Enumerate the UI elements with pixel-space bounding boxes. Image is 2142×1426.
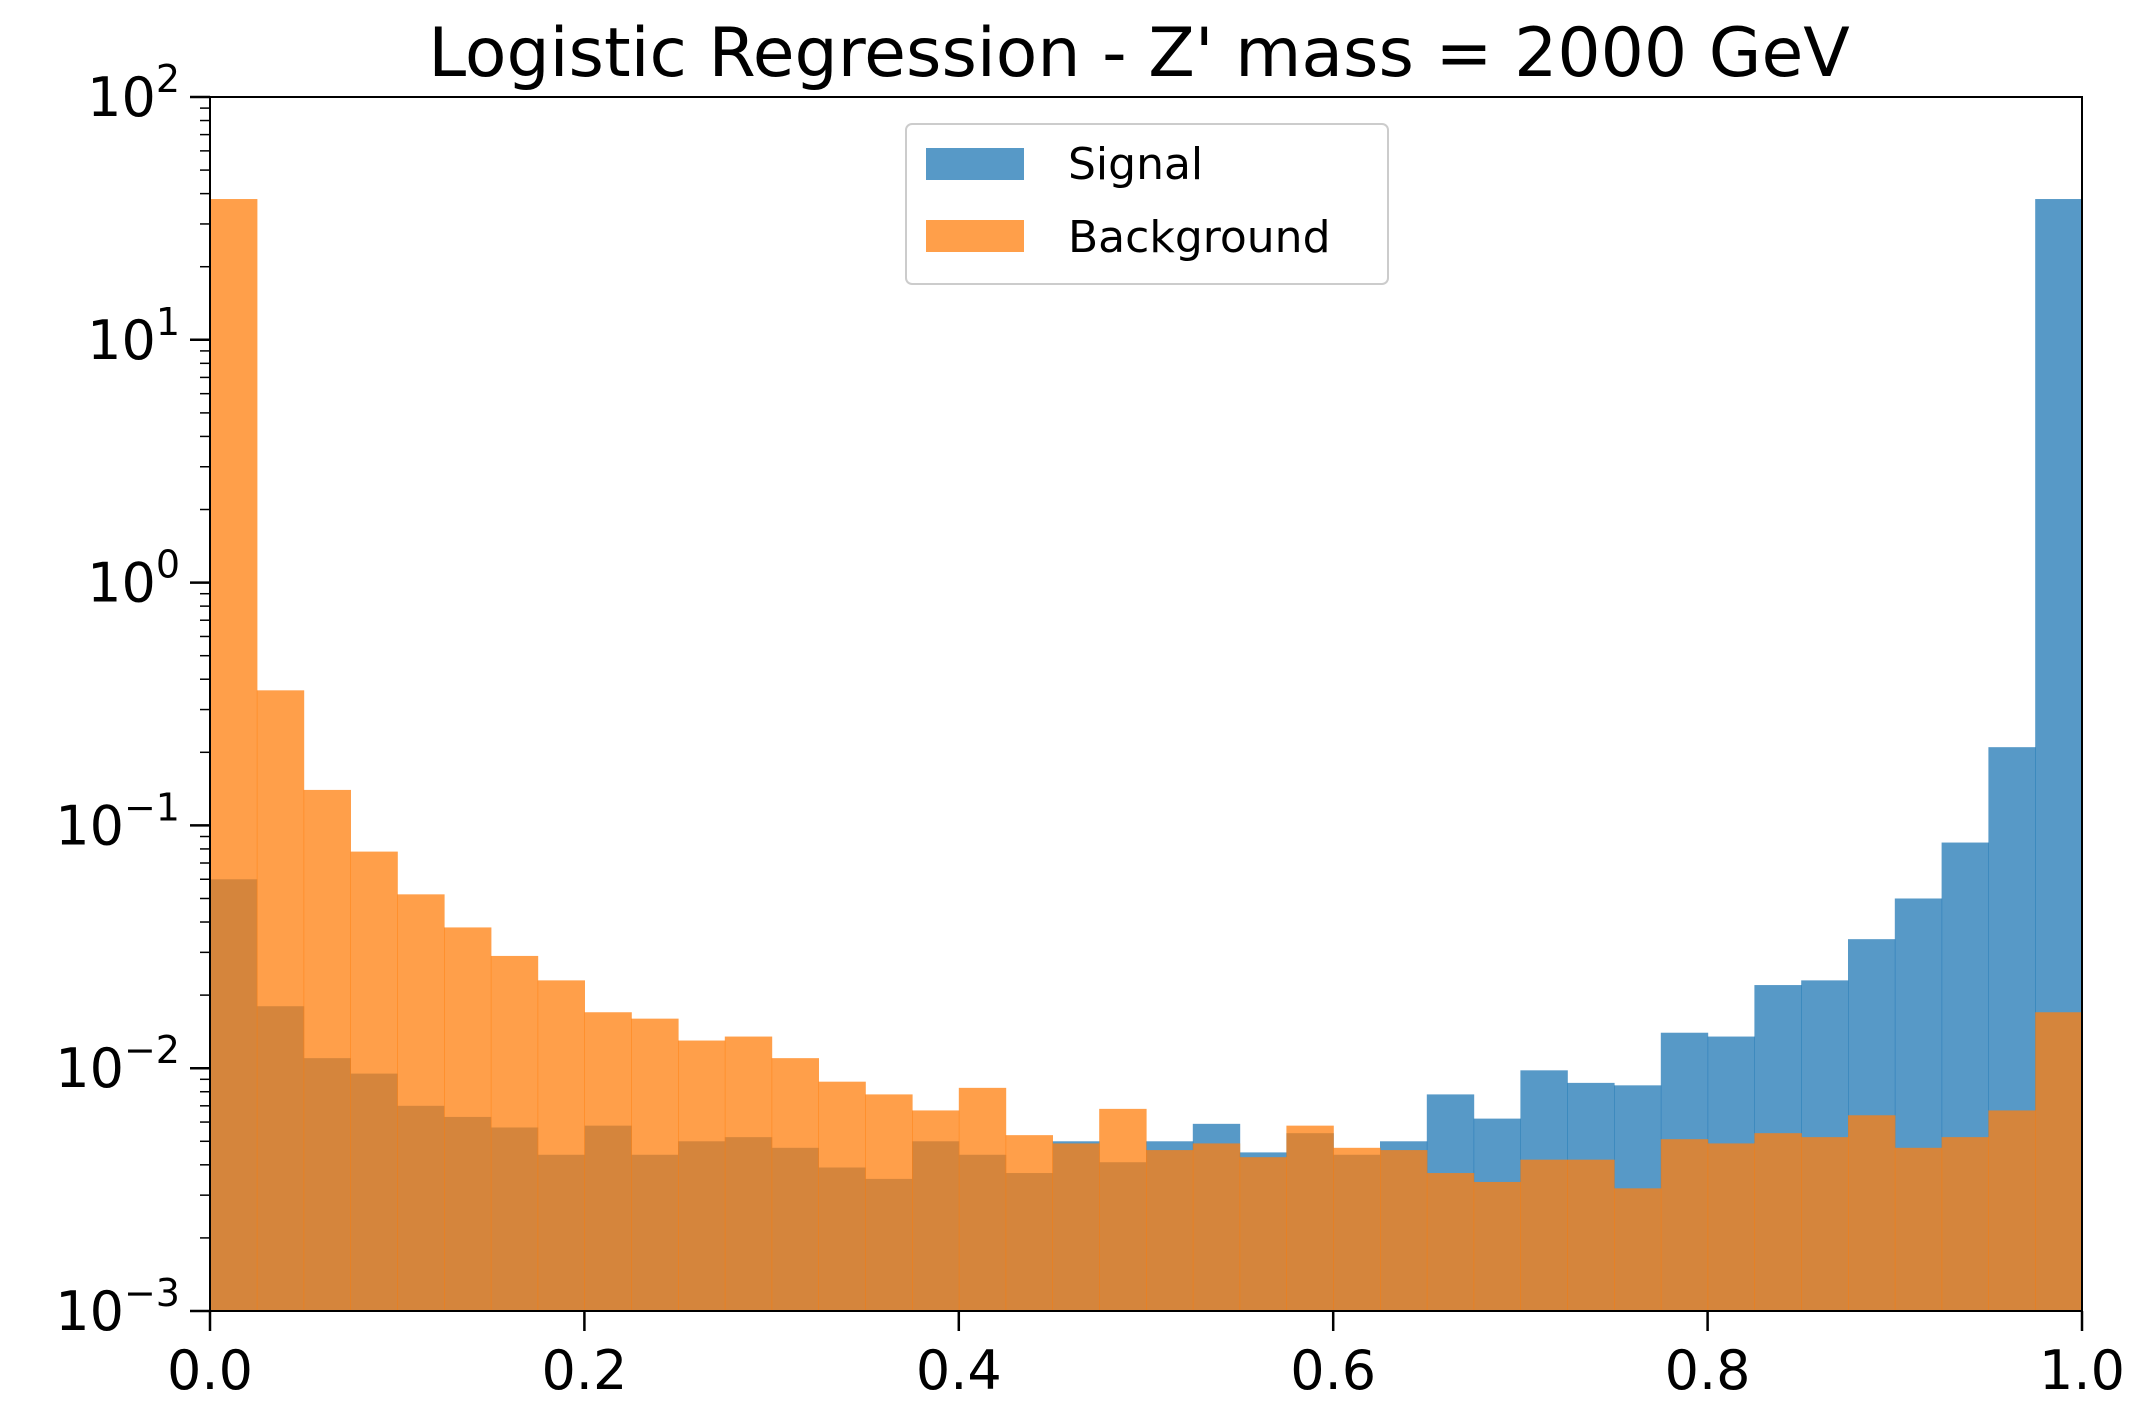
- legend-box: [905, 123, 1389, 285]
- background-bar-24: [1333, 1147, 1381, 1311]
- background-bar-30: [1614, 1188, 1662, 1311]
- background-bar-16: [958, 1087, 1007, 1311]
- background-bar-27: [1473, 1181, 1521, 1311]
- background-bar-3: [350, 851, 398, 1311]
- background-bar-0: [210, 199, 258, 1311]
- x-tick-label: 1.0: [2039, 1339, 2125, 1402]
- y-axis: 10−3 10−2 10−1 100 101 102: [55, 57, 210, 1343]
- background-bar-25: [1380, 1150, 1428, 1311]
- background-bar-6: [490, 955, 539, 1311]
- background-bar-2: [303, 789, 351, 1311]
- background-bar-20: [1146, 1150, 1194, 1311]
- x-tick-label: 0.0: [167, 1339, 253, 1402]
- background-bar-31: [1660, 1139, 1709, 1311]
- y-tick-label: 10−2: [55, 1028, 180, 1100]
- legend-swatch-background: [926, 220, 1024, 252]
- background-bar-19: [1099, 1108, 1147, 1311]
- background-bar-39: [2035, 1012, 2083, 1311]
- background-bar-38: [1988, 1110, 2036, 1311]
- background-bar-14: [865, 1094, 913, 1311]
- background-bars: [210, 199, 2083, 1311]
- background-bar-34: [1801, 1137, 1849, 1311]
- background-bar-15: [912, 1110, 960, 1311]
- background-bar-21: [1192, 1143, 1241, 1311]
- y-tick-label: 10−3: [55, 1271, 180, 1343]
- background-bar-28: [1520, 1159, 1568, 1311]
- x-tick-label: 0.8: [1665, 1339, 1751, 1402]
- background-bar-37: [1941, 1137, 1989, 1311]
- y-tick-label: 101: [87, 300, 180, 372]
- background-bar-5: [444, 927, 492, 1311]
- background-bar-10: [678, 1040, 726, 1311]
- background-bar-22: [1239, 1157, 1287, 1311]
- background-bar-11: [724, 1036, 773, 1311]
- legend: Signal Background: [905, 123, 1389, 285]
- legend-label-signal: Signal: [1068, 139, 1203, 190]
- background-bar-13: [818, 1081, 866, 1311]
- legend-swatch-signal: [926, 148, 1024, 180]
- chart-title: Logistic Regression - Z' mass = 2000 GeV: [428, 14, 1850, 93]
- plot-frame: [209, 96, 2083, 1312]
- background-bar-8: [584, 1012, 632, 1311]
- background-bar-29: [1567, 1159, 1615, 1311]
- x-axis: 0.0 0.2 0.4 0.6 0.8 1.0: [167, 1311, 2125, 1402]
- background-bar-4: [397, 894, 445, 1311]
- background-bar-17: [1005, 1135, 1053, 1311]
- background-bar-32: [1707, 1143, 1755, 1311]
- y-tick-label: 10−1: [55, 785, 180, 857]
- background-bar-26: [1426, 1173, 1475, 1311]
- background-bar-23: [1286, 1125, 1334, 1311]
- legend-label-background: Background: [1068, 212, 1331, 263]
- x-tick-label: 0.6: [1290, 1339, 1376, 1402]
- background-bar-12: [771, 1058, 819, 1311]
- y-tick-label: 100: [87, 543, 180, 615]
- background-bar-36: [1894, 1147, 1943, 1311]
- x-tick-label: 0.4: [916, 1339, 1002, 1402]
- y-minor-ticks: [200, 107, 210, 1239]
- background-bar-33: [1754, 1133, 1802, 1311]
- x-tick-label: 0.2: [541, 1339, 627, 1402]
- background-bar-9: [631, 1018, 679, 1311]
- y-tick-label: 102: [87, 57, 180, 129]
- background-bar-35: [1848, 1115, 1896, 1311]
- background-bar-1: [256, 690, 305, 1311]
- background-bar-18: [1052, 1143, 1100, 1311]
- background-bar-7: [537, 980, 585, 1311]
